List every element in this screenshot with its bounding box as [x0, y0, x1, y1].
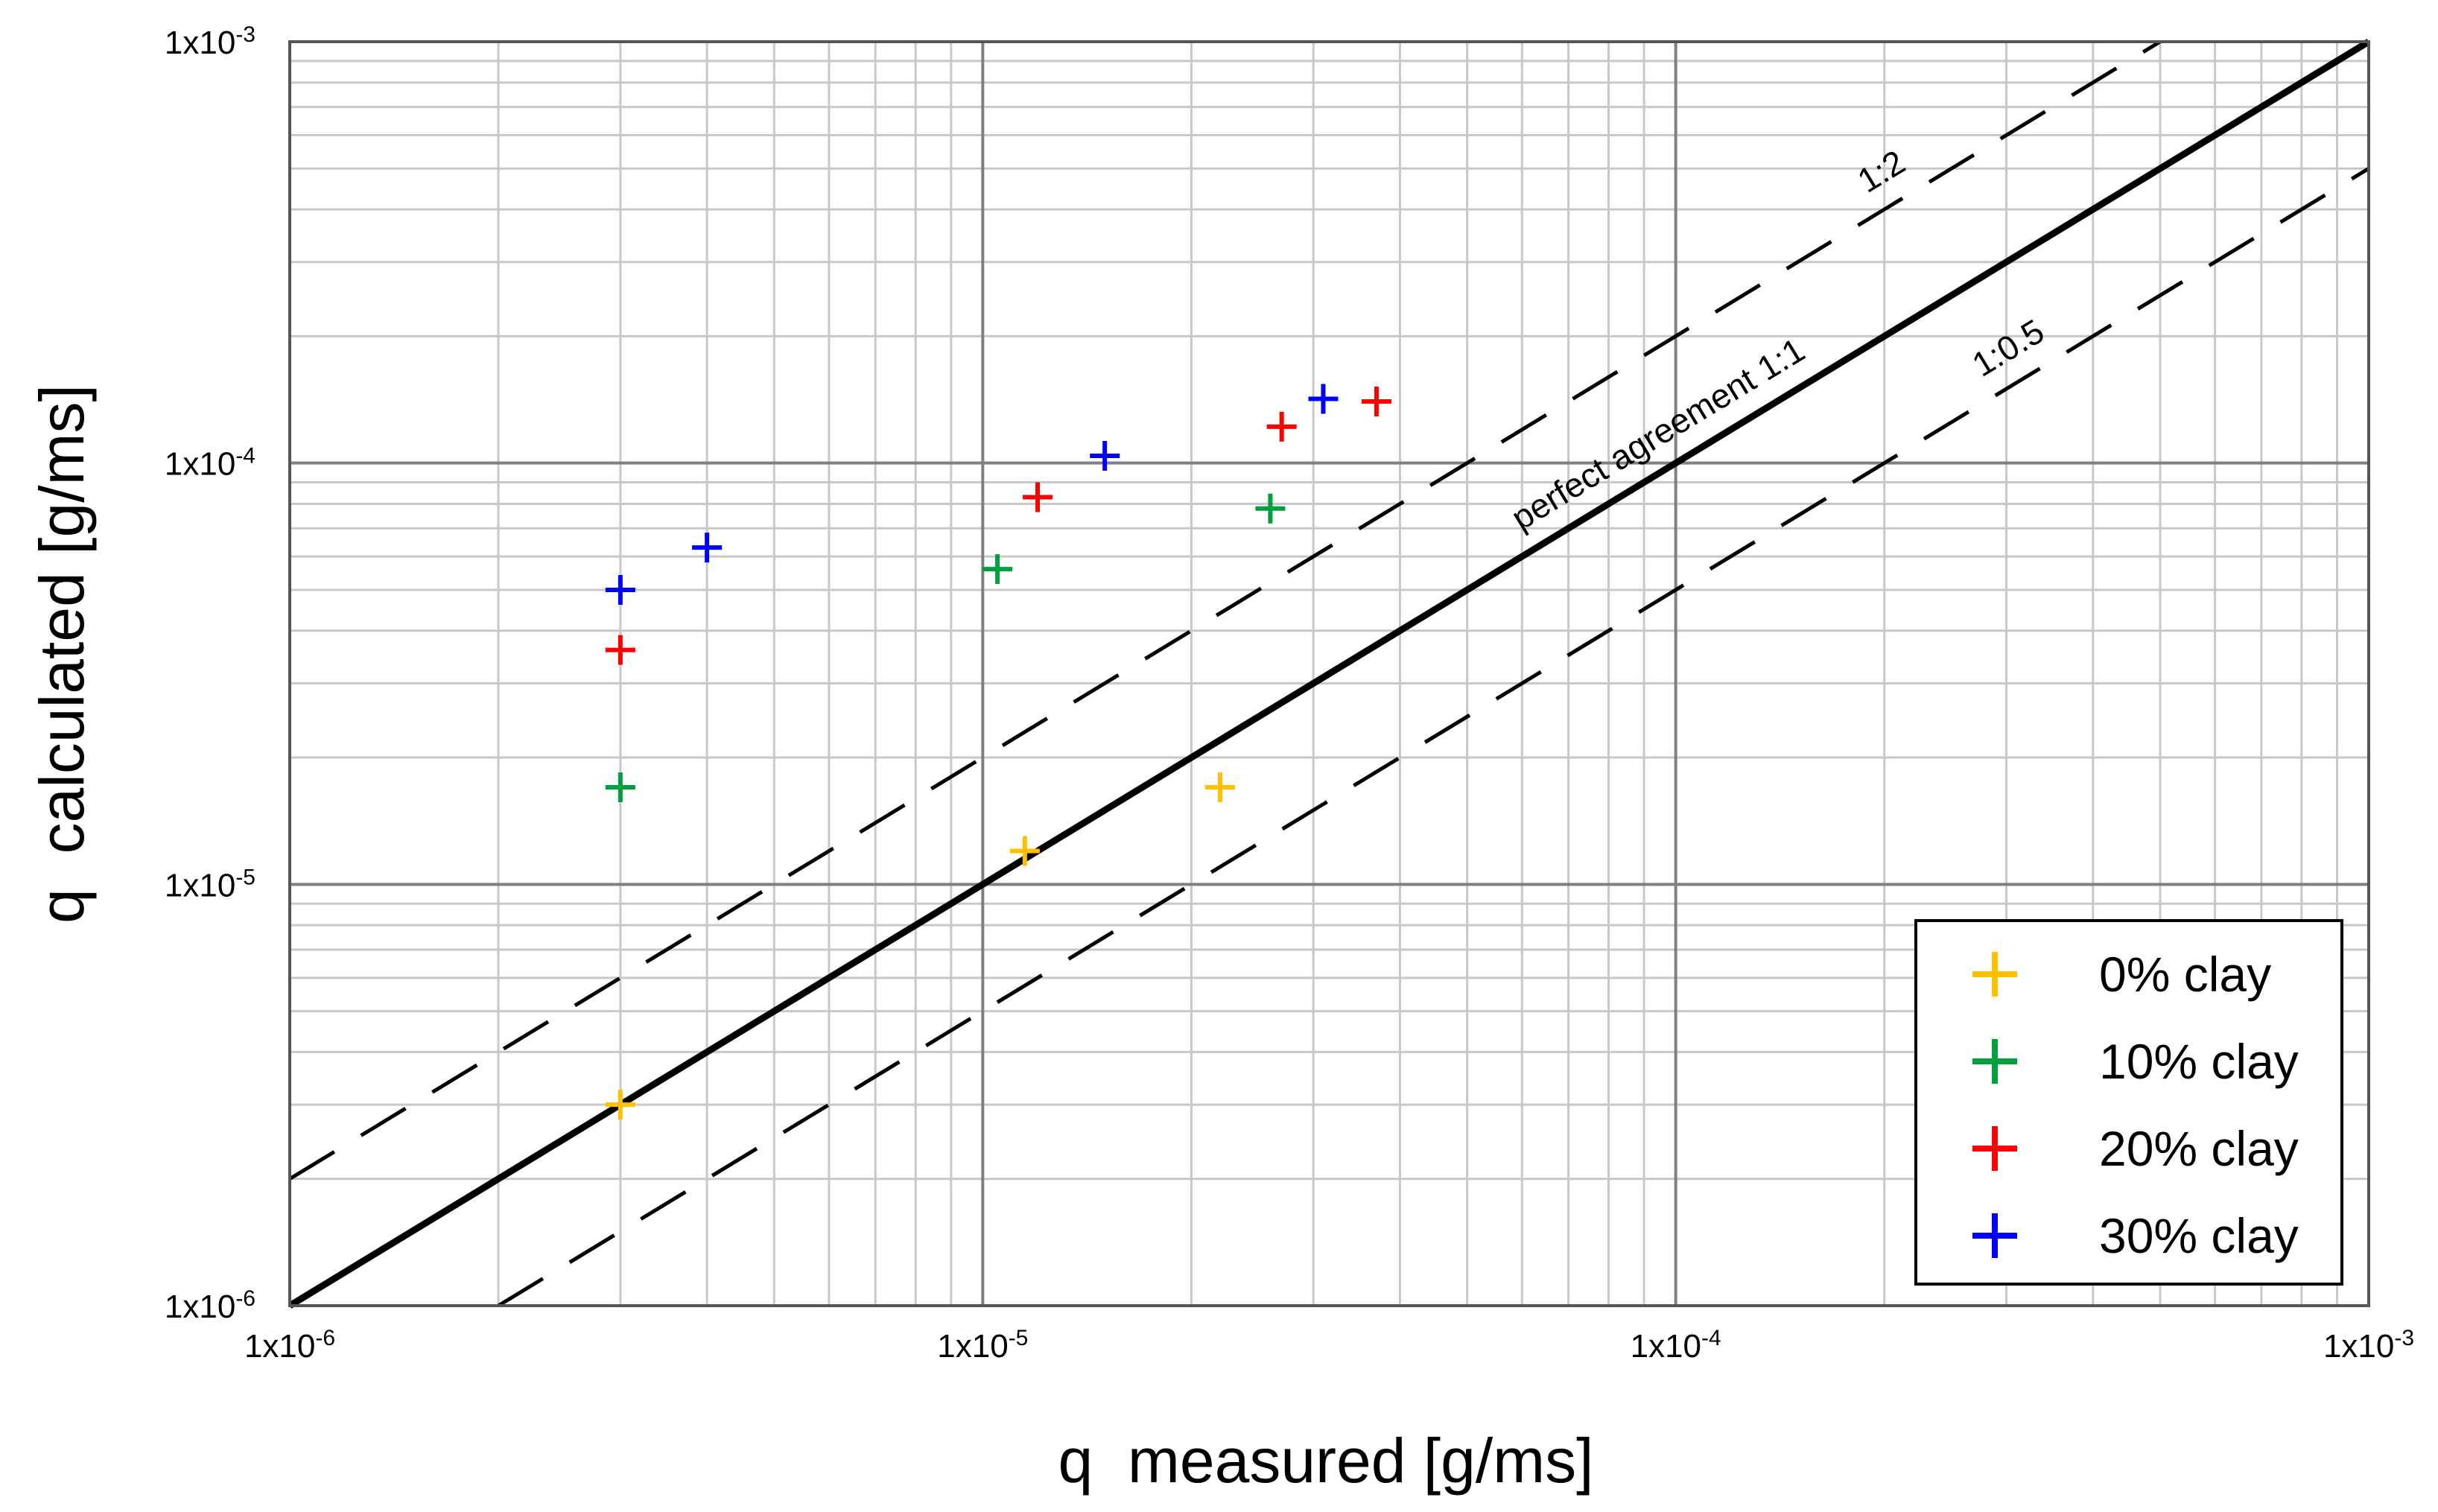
- y-tick-label: 1x10-4: [165, 444, 255, 483]
- legend-marker: [1972, 1039, 2017, 1084]
- x-tick-label: 1x10-3: [2323, 1326, 2414, 1365]
- data-point-series-2-3: [1255, 493, 1286, 524]
- reference-line-3: [497, 167, 2370, 1308]
- x-axis-tick-labels: 1x10-6 1x10-5 1x10-4 1x10-3: [244, 1326, 2414, 1365]
- x-tick-label: 1x10-4: [1631, 1326, 1721, 1365]
- legend-label: 20% clay: [2099, 1121, 2299, 1176]
- legend-item: 20% clay: [1972, 1121, 2299, 1176]
- data-point-series-3-2: [1022, 482, 1053, 512]
- y-tick-label: 1x10-3: [165, 22, 255, 61]
- data-points: [605, 384, 1391, 1120]
- data-point-series-4-2: [692, 533, 723, 563]
- data-point-series-1-3: [1204, 772, 1235, 802]
- legend-label: 0% clay: [2099, 947, 2271, 1002]
- y-axis-tick-labels: 1x10-6 1x10-5 1x10-4 1x10-3: [165, 22, 255, 1325]
- reference-line-2: [288, 39, 2162, 1181]
- legend-box: [1914, 919, 2343, 1286]
- legend-label: 30% clay: [2099, 1208, 2299, 1263]
- x-axis-title: q measured [g/ms]: [1058, 1426, 1594, 1496]
- data-point-series-4-1: [605, 574, 635, 605]
- data-point-series-3-1: [605, 635, 635, 665]
- legend-item: 10% clay: [1972, 1034, 2299, 1089]
- legend-marker: [1972, 1126, 2017, 1171]
- y-tick-label: 1x10-6: [165, 1286, 255, 1325]
- x-tick-label: 1x10-5: [937, 1326, 1028, 1365]
- x-tick-label: 1x10-6: [244, 1326, 335, 1365]
- legend-item: 0% clay: [1972, 947, 2271, 1002]
- data-point-series-3-4: [1361, 387, 1391, 417]
- data-point-series-2-2: [982, 554, 1013, 585]
- legend-label: 10% clay: [2099, 1034, 2299, 1089]
- y-tick-label: 1x10-5: [165, 865, 255, 903]
- legend-marker: [1972, 952, 2017, 997]
- data-point-series-3-3: [1266, 411, 1297, 442]
- plot-area-frame: [288, 40, 2370, 1307]
- data-point-series-1-2: [1009, 836, 1040, 866]
- legend: 0% clay 10% clay 20% clay 30% clay: [1914, 919, 2343, 1286]
- legend-marker: [1972, 1213, 2017, 1258]
- data-point-series-2-1: [605, 772, 635, 802]
- reference-line-1: [288, 39, 2371, 1309]
- data-point-series-4-3: [1090, 441, 1120, 471]
- reference-lines: [288, 39, 2371, 1309]
- legend-item: 30% clay: [1972, 1208, 2299, 1263]
- y-axis-title: q calculated [g/ms]: [27, 384, 97, 924]
- major-gridlines: [290, 42, 2369, 1306]
- data-point-series-1-1: [605, 1090, 635, 1120]
- data-point-series-4-4: [1308, 384, 1339, 414]
